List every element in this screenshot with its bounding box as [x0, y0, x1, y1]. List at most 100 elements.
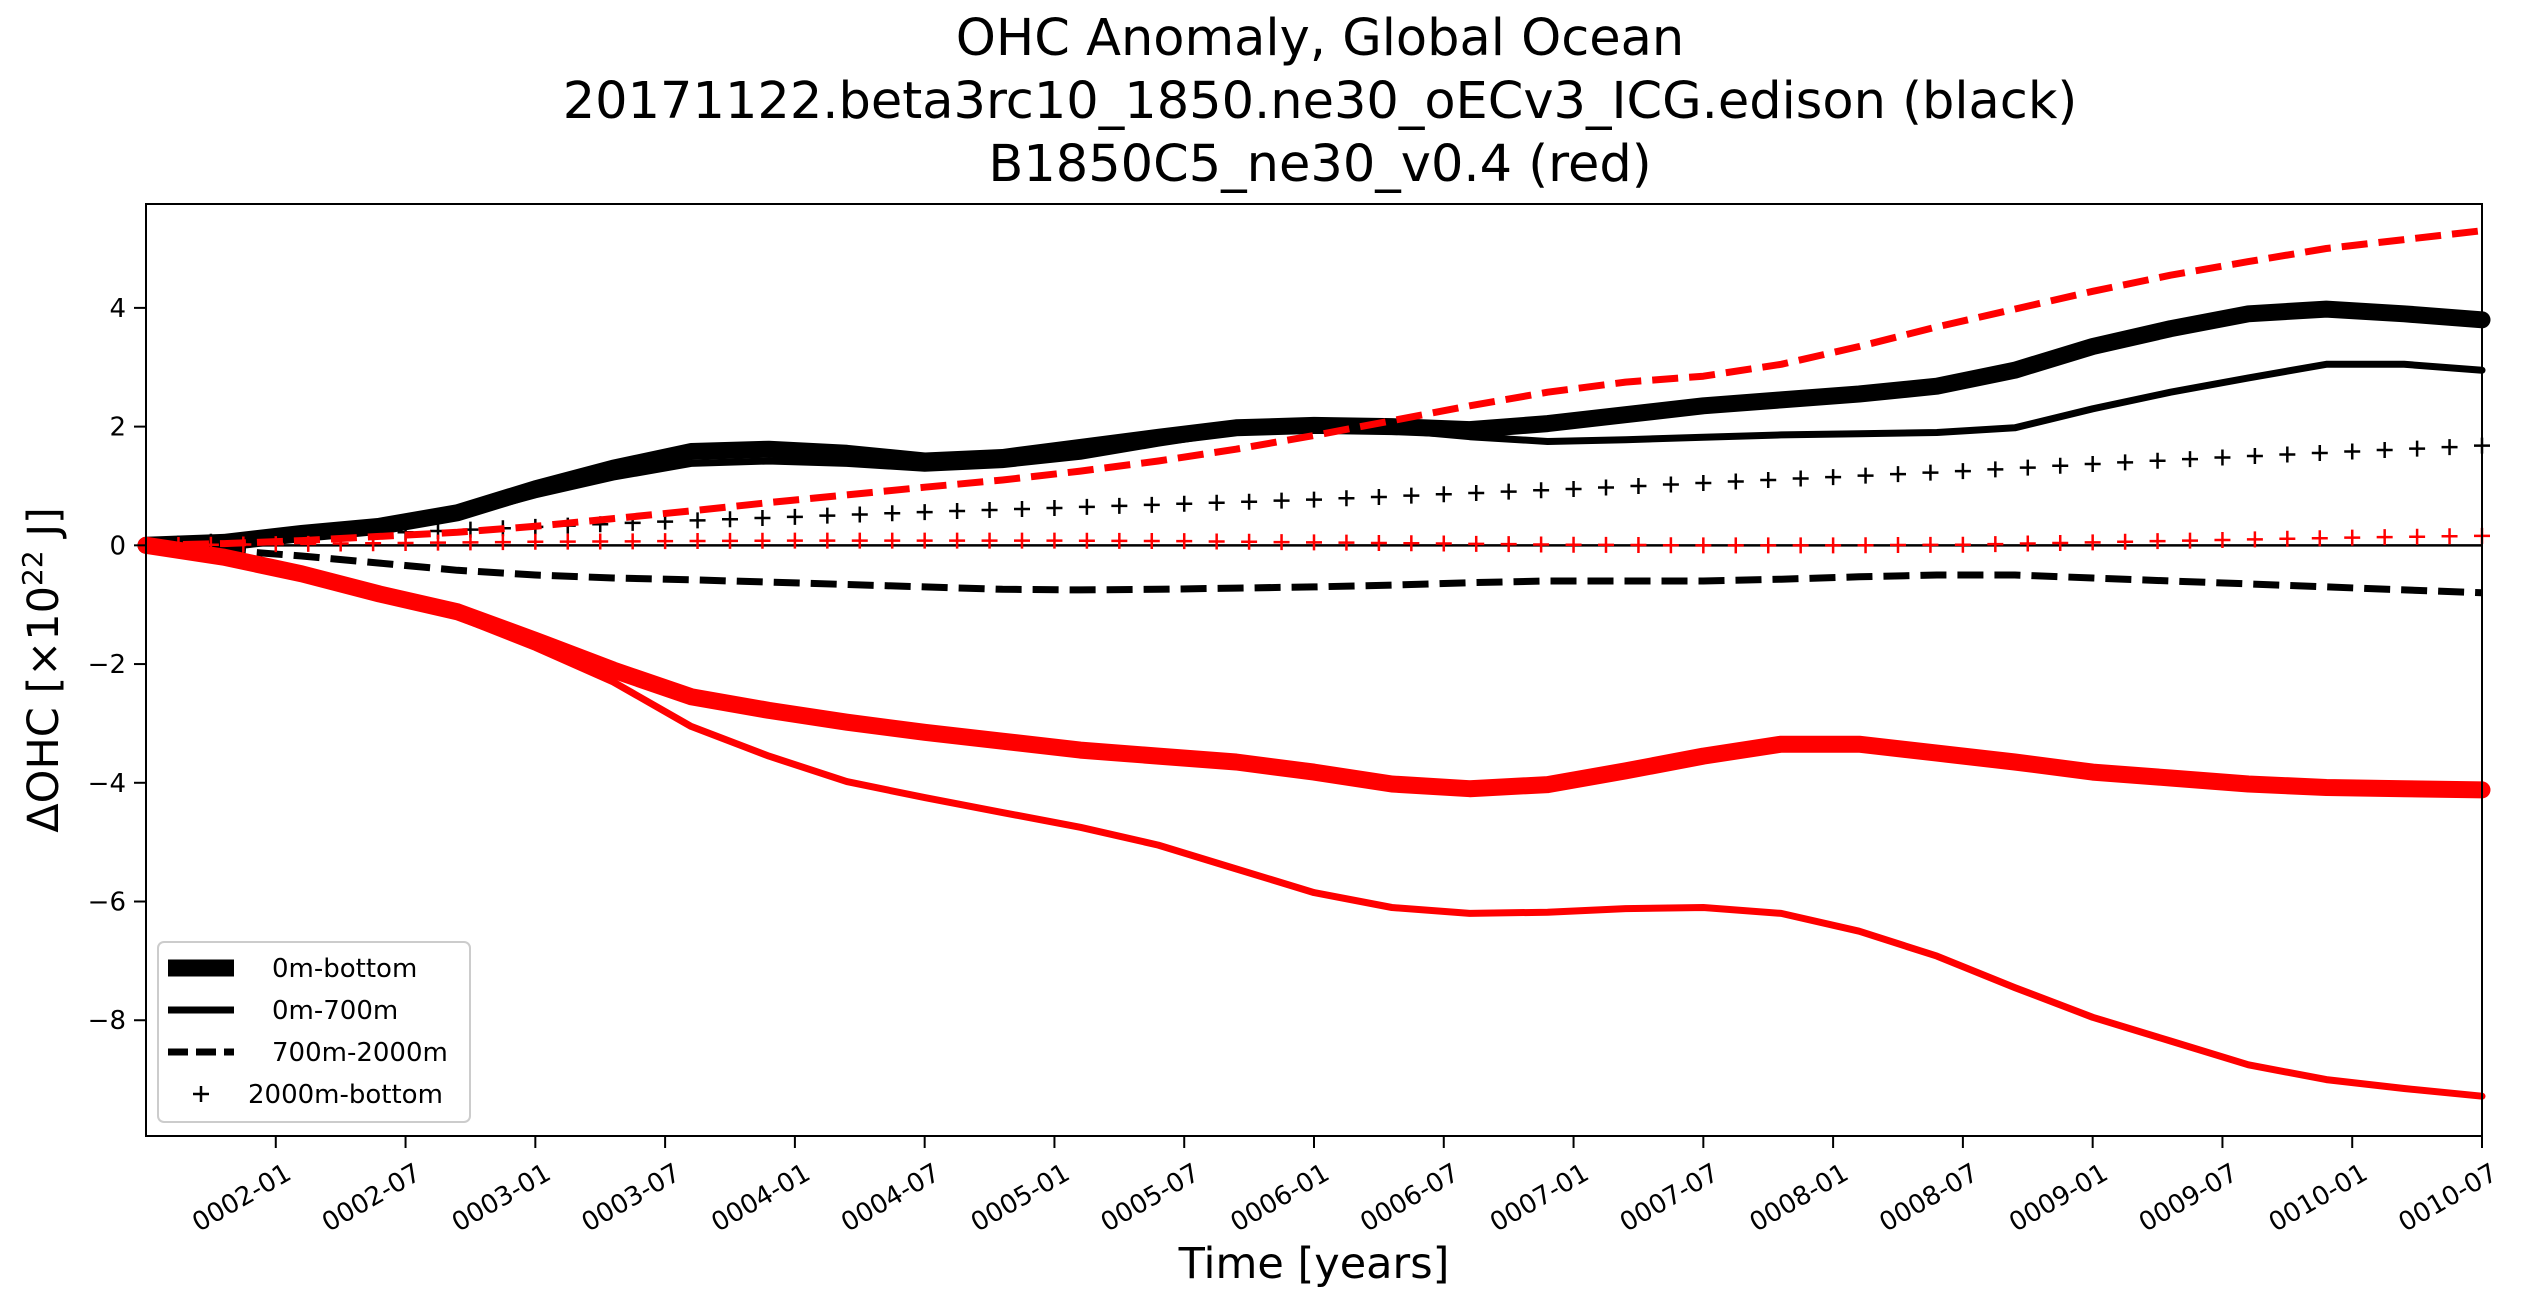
plus-marker: [1014, 532, 1030, 549]
plus-marker: [1273, 534, 1290, 551]
x-tick-label: 0005-01: [966, 1158, 1075, 1238]
plus-marker: [2279, 530, 2296, 547]
plus-marker: [332, 535, 349, 552]
plus-marker: [235, 536, 252, 553]
plus-marker: [2279, 446, 2296, 463]
series-layer: [137, 227, 2491, 1100]
plus-marker: [2344, 529, 2361, 546]
legend-box: [157, 941, 471, 1123]
plus-marker: [527, 533, 544, 550]
plus-marker: [592, 533, 609, 550]
plus-marker: [2117, 454, 2134, 471]
x-tick-label: 0009-07: [2134, 1158, 2243, 1238]
plus-marker: [689, 512, 706, 529]
y-axis-label: ΔOHC [×1022 J]: [16, 507, 69, 833]
plus-marker: [1598, 536, 1614, 553]
plus-marker: [2019, 459, 2036, 476]
x-axis-label: Time [years]: [1178, 1239, 1450, 1289]
plus-marker: [786, 508, 803, 525]
plus-marker: [1922, 464, 1939, 481]
plus-marker: [1500, 483, 1517, 500]
plus-marker: [1922, 536, 1939, 553]
y-axis: 4 2 0 −2 −4 −6 −8: [88, 294, 146, 1036]
plus-marker: [722, 532, 738, 549]
plus-marker: [1338, 534, 1355, 551]
plus-marker: [1598, 479, 1614, 496]
plus-marker: [884, 505, 901, 522]
plus-marker: [1987, 536, 2004, 553]
plus-marker: [2084, 534, 2101, 551]
title-line-2: 20171122.beta3rc10_1850.ne30_oECv3_ICG.e…: [563, 72, 2078, 131]
x-tick-label: 0008-01: [1745, 1158, 1854, 1238]
plus-marker: [1208, 533, 1225, 550]
plus-marker: [365, 535, 382, 552]
plus-marker: [2246, 447, 2263, 464]
plus-marker: [1987, 461, 2004, 478]
plus-marker: [397, 534, 414, 551]
x-tick-label: 0003-01: [447, 1158, 556, 1238]
series-red-solid: [142, 541, 2486, 1100]
chart-title: OHC Anomaly, Global Ocean 20171122.beta3…: [563, 9, 2078, 194]
plus-marker: [559, 533, 576, 550]
plus-marker: [949, 503, 966, 520]
plus-marker: [1014, 500, 1030, 517]
plus-marker: [170, 537, 187, 554]
plus-marker: [1370, 534, 1387, 551]
plus-marker: [819, 532, 836, 549]
plus-marker: [657, 533, 674, 550]
plot-background: [146, 204, 2482, 1136]
plus-marker: [1176, 533, 1193, 550]
plus-marker: [1403, 535, 1420, 552]
plus-marker: [884, 532, 901, 549]
y-tick-label: −4: [88, 769, 126, 799]
plus-marker: [754, 532, 771, 549]
plus-marker: [1565, 480, 1582, 497]
plus-marker: [2311, 445, 2328, 462]
x-tick-label: 0006-07: [1355, 1158, 1464, 1238]
plus-marker: [462, 534, 479, 551]
plus-marker: [2409, 440, 2426, 457]
plus-marker: [1306, 491, 1322, 508]
plus-marker: [851, 506, 868, 523]
plus-marker: [1370, 488, 1387, 505]
plus-marker: [1533, 482, 1550, 499]
x-tick-label: 0007-07: [1615, 1158, 1724, 1238]
plus-marker: [1954, 536, 1971, 553]
y-tick-label: 0: [109, 531, 126, 561]
plus-marker: [1208, 494, 1225, 511]
plus-marker: [2441, 528, 2458, 545]
y-tick-label: −8: [88, 1006, 126, 1036]
plus-marker: [1890, 537, 1906, 554]
plus-marker: [2052, 457, 2069, 474]
y-tick-label: 2: [109, 413, 126, 443]
x-tick-label: 0004-01: [707, 1158, 816, 1238]
legend: 0m-bottom 0m-700m 700m-2000m 2000m-bottom: [157, 941, 471, 1123]
plus-marker: [1468, 535, 1485, 552]
plus-marker: [2117, 533, 2134, 550]
plus-marker: [1111, 532, 1128, 549]
plus-marker: [1533, 536, 1550, 553]
plus-marker: [1695, 537, 1712, 554]
series-red-thick: [137, 536, 2491, 799]
x-tick-label: 0010-07: [2394, 1158, 2503, 1238]
plus-marker: [494, 534, 511, 551]
plus-marker: [689, 533, 706, 550]
plus-marker: [2376, 529, 2393, 546]
plus-marker: [1825, 537, 1842, 554]
x-tick-label: 0002-07: [317, 1158, 426, 1238]
plus-marker: [1695, 475, 1712, 492]
plus-marker: [786, 532, 803, 549]
plus-marker: [1727, 473, 1744, 490]
plus-marker: [1143, 496, 1160, 513]
plus-marker: [916, 532, 933, 549]
plus-marker: [2019, 535, 2036, 552]
plus-marker: [2214, 531, 2231, 548]
y-tick-label: −2: [88, 650, 126, 680]
plus-marker: [1662, 476, 1679, 493]
plus-marker: [981, 502, 998, 519]
x-tick-label: 0010-01: [2264, 1158, 2373, 1238]
plus-marker: [1890, 466, 1906, 483]
y-tick-label: −6: [88, 888, 126, 918]
y-axis-label-prefix: ΔOHC [×10: [19, 586, 69, 833]
